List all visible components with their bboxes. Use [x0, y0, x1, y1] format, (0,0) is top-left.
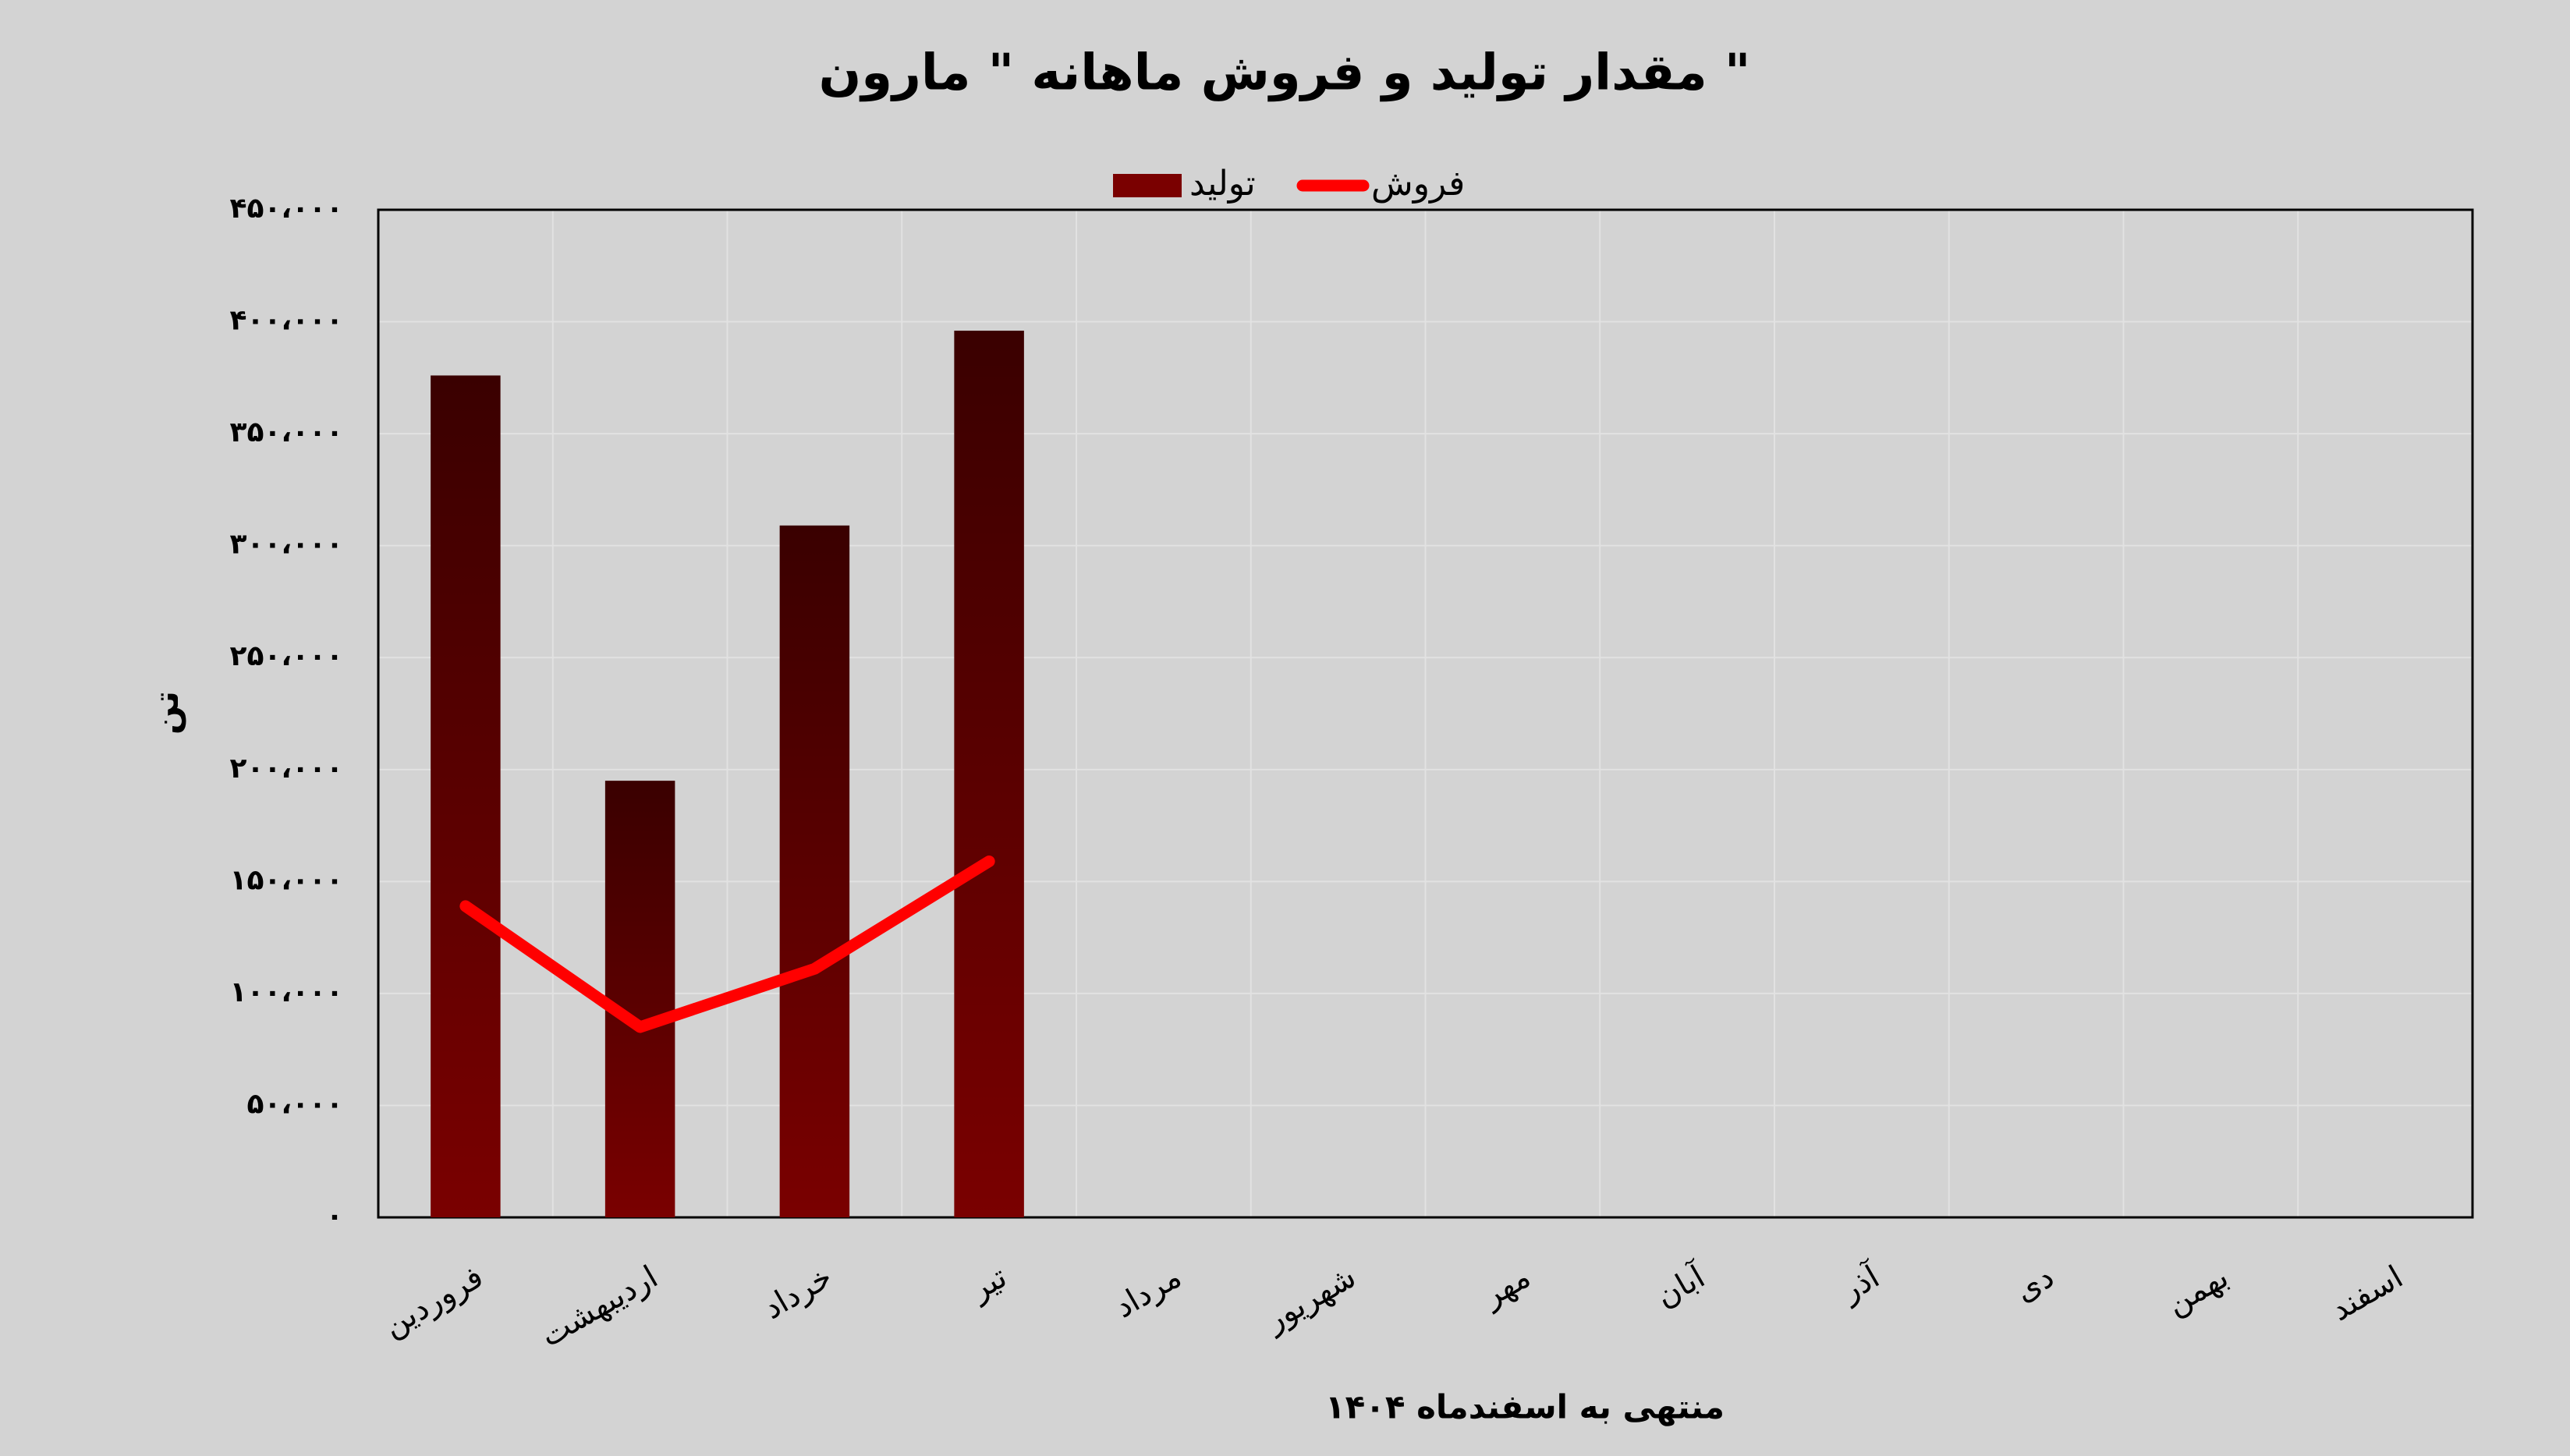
y-tick-label: ۵۰،۰۰۰ — [246, 1088, 343, 1120]
bar — [604, 781, 675, 1217]
y-axis-title: تن — [147, 691, 186, 735]
y-tick-label: ۴۵۰،۰۰۰ — [229, 193, 343, 225]
legend-label: فروش — [1371, 164, 1465, 204]
x-tick-label: بهمن — [2161, 1259, 2235, 1322]
y-tick-label: ۲۵۰،۰۰۰ — [229, 640, 343, 672]
bar — [779, 525, 850, 1217]
x-tick-label: اسفند — [2325, 1259, 2409, 1328]
chart-title: مقدار تولید و فروش ماهانه " مارون " — [819, 44, 1751, 102]
y-tick-label: ۲۰۰،۰۰۰ — [229, 753, 343, 785]
y-tick-label: ۱۰۰،۰۰۰ — [229, 976, 343, 1008]
y-tick-label: ۳۰۰،۰۰۰ — [229, 529, 343, 561]
legend-label: تولید — [1189, 164, 1256, 204]
y-tick-label: ۱۵۰،۰۰۰ — [229, 864, 343, 896]
x-tick-label: خرداد — [757, 1259, 838, 1327]
x-tick-label: آبان — [1649, 1257, 1712, 1315]
x-tick-label: اردیبهشت — [534, 1259, 664, 1354]
y-tick-label: ۴۰۰،۰۰۰ — [229, 305, 343, 337]
x-tick-label: فروردین — [378, 1259, 490, 1344]
x-axis-title: منتهی به اسفندماه ۱۴۰۴ — [1325, 1388, 1725, 1427]
y-tick-label: ۰ — [326, 1200, 343, 1232]
legend-swatch — [1113, 174, 1182, 197]
x-tick-label: مهر — [1476, 1259, 1537, 1315]
x-tick-label: تیر — [963, 1259, 1013, 1308]
bar — [431, 375, 501, 1218]
x-tick-label: دی — [2009, 1259, 2061, 1309]
x-tick-label: شهریور — [1258, 1259, 1362, 1339]
line — [459, 855, 995, 1033]
x-tick-label: مرداد — [1108, 1259, 1187, 1325]
bar — [954, 331, 1024, 1217]
x-tick-label: آذر — [1833, 1257, 1887, 1310]
y-tick-label: ۳۵۰،۰۰۰ — [229, 416, 343, 448]
plot-border — [377, 208, 2474, 1219]
